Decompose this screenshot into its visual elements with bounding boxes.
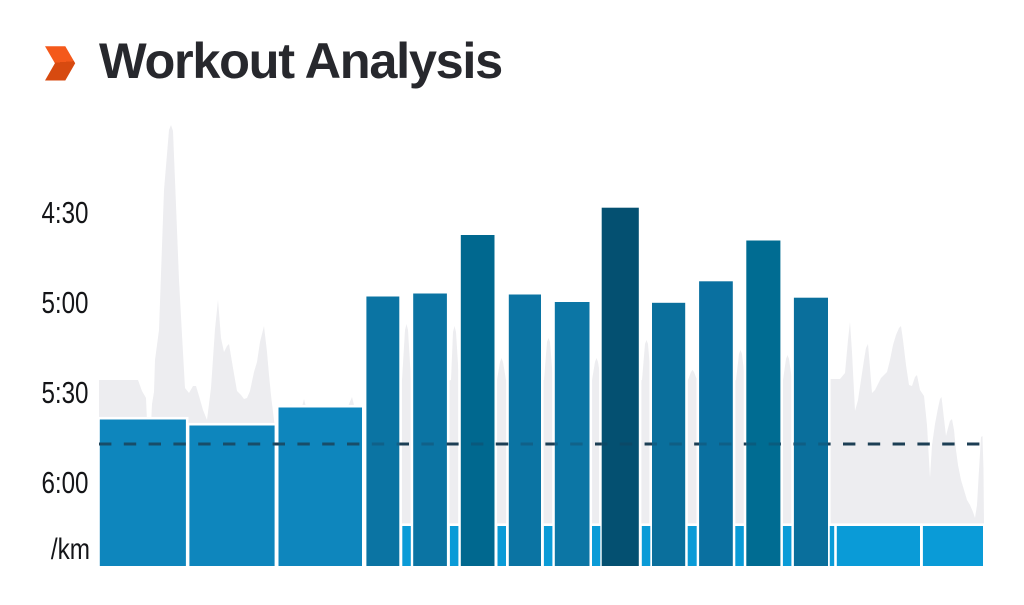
svg-text:4:30: 4:30 — [41, 195, 88, 230]
svg-text:5:00: 5:00 — [41, 285, 88, 320]
svg-text:Workout Analysis: Workout Analysis — [99, 32, 502, 89]
svg-text:/km: /km — [51, 532, 90, 566]
svg-text:6:00: 6:00 — [41, 465, 88, 500]
svg-text:5:30: 5:30 — [41, 375, 88, 410]
